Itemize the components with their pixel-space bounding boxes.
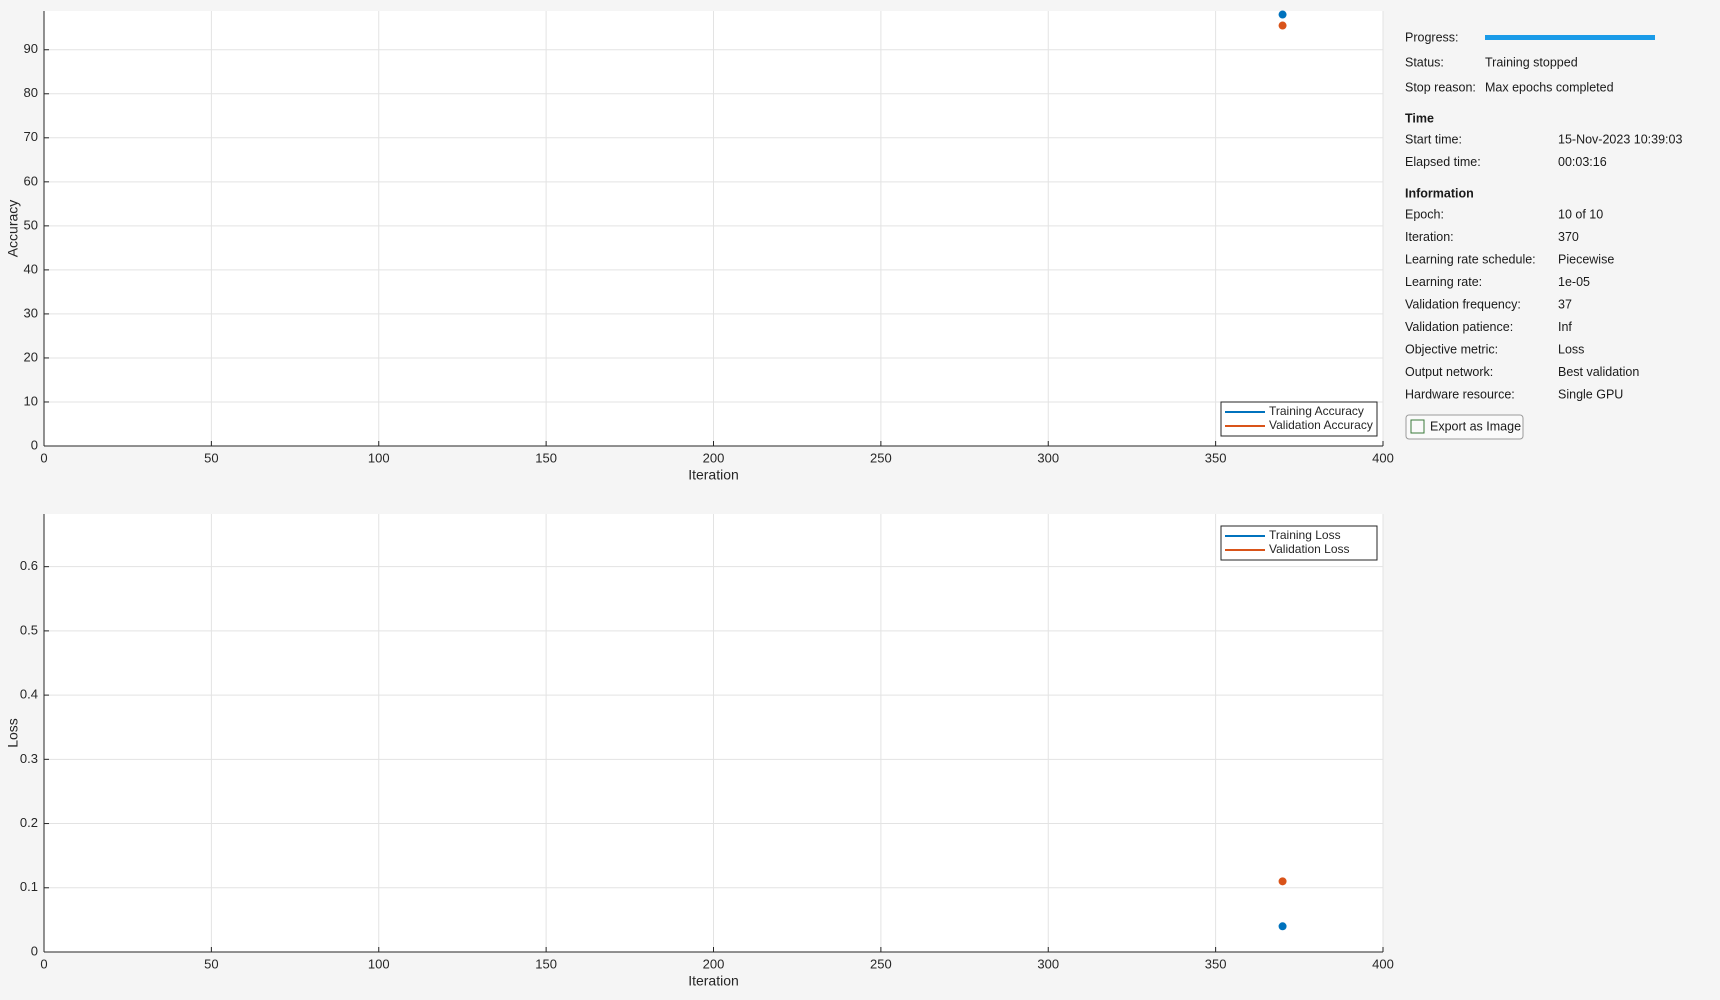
- info-value: Inf: [1558, 320, 1572, 334]
- y-tick-label: 80: [24, 85, 38, 100]
- y-tick-label: 70: [24, 129, 38, 144]
- y-tick-label: 0.2: [20, 815, 38, 830]
- info-value: Training stopped: [1485, 55, 1578, 69]
- button-frame: [1405, 414, 1524, 440]
- y-tick-label: 20: [24, 349, 38, 364]
- x-tick-label: 100: [368, 956, 390, 971]
- x-tick-label: 150: [535, 450, 557, 465]
- info-value: Loss: [1558, 342, 1584, 356]
- info-label: Output network:: [1405, 365, 1493, 379]
- x-tick-label: 0: [40, 956, 47, 971]
- y-tick-label: 0.5: [20, 622, 38, 637]
- x-tick-label: 100: [368, 450, 390, 465]
- info-label: Learning rate schedule:: [1405, 252, 1536, 266]
- x-tick-label: 200: [703, 956, 725, 971]
- legend-box: [1220, 401, 1378, 437]
- y-tick-label: 0.6: [20, 558, 38, 573]
- info-value: Max epochs completed: [1485, 80, 1614, 94]
- info-value: Best validation: [1558, 365, 1639, 379]
- progress-bar: [1485, 35, 1655, 40]
- y-tick-label: 40: [24, 261, 38, 276]
- y-tick-label: 0.1: [20, 879, 38, 894]
- info-label: Validation patience:: [1405, 320, 1513, 334]
- info-label: Validation frequency:: [1405, 297, 1521, 311]
- legend-label: Validation Accuracy: [1269, 418, 1373, 432]
- x-tick-label: 350: [1205, 956, 1227, 971]
- info-value: 1e-05: [1558, 275, 1590, 289]
- info-label: Start time:: [1405, 132, 1462, 146]
- x-tick-label: 250: [870, 450, 892, 465]
- legend-box: [1220, 525, 1378, 561]
- section-title: Time: [1405, 111, 1434, 125]
- y-tick-label: 90: [24, 41, 38, 56]
- y-axis-label: Loss: [5, 718, 21, 748]
- info-value: 10 of 10: [1558, 207, 1603, 221]
- section-title: Information: [1405, 186, 1474, 200]
- y-tick-label: 0: [31, 437, 38, 452]
- info-label: Status:: [1405, 55, 1444, 69]
- x-tick-label: 400: [1372, 450, 1394, 465]
- end-marker: [1278, 922, 1287, 931]
- x-axis-label: Iteration: [688, 467, 739, 483]
- info-label: Iteration:: [1405, 230, 1454, 244]
- info-label: Learning rate:: [1405, 275, 1482, 289]
- x-tick-label: 50: [204, 956, 218, 971]
- button-label: Export as Image: [1430, 419, 1521, 433]
- x-tick-label: 0: [40, 450, 47, 465]
- legend-label: Training Accuracy: [1269, 404, 1364, 418]
- y-tick-label: 50: [24, 217, 38, 232]
- legend-label: Validation Loss: [1269, 542, 1350, 556]
- x-axis-label: Iteration: [688, 973, 739, 989]
- info-label: Elapsed time:: [1405, 155, 1481, 169]
- y-tick-label: 0: [31, 943, 38, 958]
- x-tick-label: 300: [1037, 956, 1059, 971]
- y-tick-label: 10: [24, 393, 38, 408]
- info-value: Single GPU: [1558, 387, 1623, 401]
- x-tick-label: 50: [204, 450, 218, 465]
- x-tick-label: 400: [1372, 956, 1394, 971]
- x-tick-label: 200: [703, 450, 725, 465]
- info-value: Piecewise: [1558, 252, 1614, 266]
- y-tick-label: 30: [24, 305, 38, 320]
- info-value: 15-Nov-2023 10:39:03: [1558, 132, 1682, 146]
- x-tick-label: 350: [1205, 450, 1227, 465]
- info-label: Objective metric:: [1405, 342, 1498, 356]
- end-marker: [1278, 10, 1287, 19]
- info-value: 00:03:16: [1558, 155, 1607, 169]
- x-tick-label: 150: [535, 956, 557, 971]
- export-button[interactable]: Export as Image: [1405, 414, 1524, 440]
- y-axis-label: Accuracy: [5, 200, 21, 258]
- legend-label: Training Loss: [1269, 528, 1341, 542]
- end-marker: [1278, 877, 1287, 886]
- info-label: Progress:: [1405, 30, 1459, 44]
- button-icon: [1410, 419, 1425, 434]
- end-marker: [1278, 21, 1287, 30]
- info-label: Stop reason:: [1405, 80, 1476, 94]
- x-tick-label: 250: [870, 956, 892, 971]
- info-value: 370: [1558, 230, 1579, 244]
- x-tick-label: 300: [1037, 450, 1059, 465]
- y-tick-label: 0.4: [20, 687, 38, 702]
- info-label: Hardware resource:: [1405, 387, 1515, 401]
- info-label: Epoch:: [1405, 207, 1444, 221]
- y-tick-label: 0.3: [20, 751, 38, 766]
- info-value: 37: [1558, 297, 1572, 311]
- y-tick-label: 60: [24, 173, 38, 188]
